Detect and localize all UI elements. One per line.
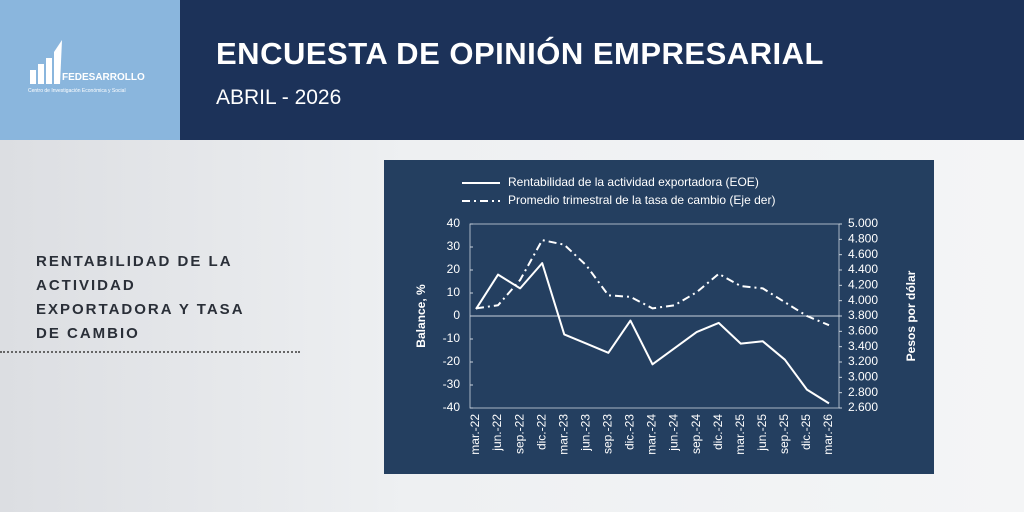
heading-line: DE CAMBIO <box>36 325 140 342</box>
x-tick-label: mar.-25 <box>733 414 747 455</box>
logo-tagline: Centro de Investigación Económica y Soci… <box>28 88 126 94</box>
y2-tick-label: 2.600 <box>848 400 878 414</box>
x-tick-label: mar.-24 <box>645 414 659 455</box>
y2-tick-label: 2.800 <box>848 385 878 399</box>
logo-name: FEDESARROLLO <box>62 72 145 83</box>
heading-line: EXPORTADORA Y TASA <box>36 301 245 318</box>
chart: Balance, % Pesos por dólar -40 -30 -20 -10 0… <box>384 160 934 474</box>
logo-box: FEDESARROLLO Centro de Investigación Eco… <box>0 0 180 140</box>
y-tick-label: -30 <box>443 377 461 391</box>
legend-label: Rentabilidad de la actividad exportadora… <box>508 175 759 189</box>
x-tick-label: mar.-26 <box>821 414 835 455</box>
legend-label: Promedio trimestral de la tasa de cambio… <box>508 193 775 207</box>
series-line <box>475 239 830 327</box>
logo-icon <box>30 40 62 84</box>
x-tick-label: dic.-24 <box>711 414 725 450</box>
subtitle: ABRIL - 2026 <box>216 86 342 109</box>
y2-axis-title: Pesos por dólar <box>904 270 918 361</box>
x-tick-label: dic.-25 <box>799 414 813 450</box>
y2-tick-label: 4.200 <box>848 278 878 292</box>
y2-tick-label: 4.000 <box>848 293 878 307</box>
x-tick-label: sep.-25 <box>777 414 791 454</box>
banner: ENCUESTA DE OPINIÓN EMPRESARIAL ABRIL - … <box>180 0 1024 140</box>
x-tick-label: sep.-24 <box>689 414 703 454</box>
y2-tick-label: 4.800 <box>848 232 878 246</box>
y-tick-label: 0 <box>453 308 460 322</box>
y2-tick-label: 3.800 <box>848 308 878 322</box>
y-tick-label: 20 <box>447 262 461 276</box>
x-tick-label: jun.-25 <box>755 414 769 452</box>
x-tick-label: mar.-23 <box>556 414 570 455</box>
x-tick-label: dic.-23 <box>623 414 637 450</box>
y-tick-label: 30 <box>447 239 461 253</box>
x-tick-label: sep.-23 <box>601 414 615 454</box>
y-tick-label: 40 <box>447 216 461 230</box>
y-tick-label: -10 <box>443 331 461 345</box>
y2-tick-label: 4.600 <box>848 247 878 261</box>
title: ENCUESTA DE OPINIÓN EMPRESARIAL <box>216 36 824 71</box>
x-tick-label: jun.-24 <box>667 414 681 452</box>
y-tick-label: 10 <box>447 285 461 299</box>
x-tick-label: dic.-22 <box>534 414 548 450</box>
y-tick-label: -20 <box>443 354 461 368</box>
y2-tick-label: 3.400 <box>848 339 878 353</box>
x-tick-label: jun.-22 <box>490 414 504 452</box>
y2-tick-label: 3.200 <box>848 354 878 368</box>
x-tick-label: sep.-22 <box>512 414 526 454</box>
heading-line: RENTABILIDAD DE LA <box>36 253 233 270</box>
heading-line: ACTIVIDAD <box>36 277 136 294</box>
y-tick-label: -40 <box>443 400 461 414</box>
divider <box>0 351 300 353</box>
chart-panel <box>384 160 934 474</box>
y2-tick-label: 4.400 <box>848 262 878 276</box>
sidebar-heading: RENTABILIDAD DE LA ACTIVIDAD EXPORTADORA… <box>36 250 245 346</box>
y2-tick-label: 5.000 <box>848 216 878 230</box>
y-axis-title: Balance, % <box>414 284 428 348</box>
x-tick-label: mar.-22 <box>468 414 482 455</box>
x-tick-label: jun.-23 <box>578 414 592 452</box>
series-line <box>475 262 830 405</box>
y2-tick-label: 3.600 <box>848 324 878 338</box>
y2-tick-label: 3.000 <box>848 370 878 384</box>
